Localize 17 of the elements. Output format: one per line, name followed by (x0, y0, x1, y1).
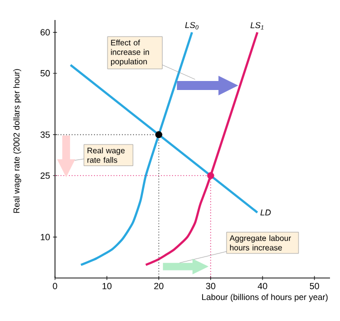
x-tick-label: 0 (52, 282, 58, 290)
x-tick-label: 20 (154, 282, 164, 290)
y-tick-label: 60 (40, 29, 50, 36)
y-tick-label: 35 (40, 131, 50, 138)
y-tick-label: 10 (40, 234, 50, 240)
x-tick-label: 10 (102, 282, 112, 290)
line-series (80, 31, 194, 266)
y-tick-label: 25 (40, 172, 50, 179)
x-tick-label: 40 (258, 282, 268, 290)
y-axis-title: Real wage rate (2002 dollars per hour) (13, 69, 22, 213)
x-tick-label: 50 (310, 282, 320, 290)
series-label: LS$_{0}$ (185, 22, 199, 30)
x-tick-label: 30 (206, 282, 216, 290)
series-label: LS$_{1}$ (250, 22, 264, 30)
series-label: LD (260, 210, 271, 216)
y-tick-label: 50 (40, 70, 50, 76)
x-axis-title: Labour (billions of hours per year) (202, 294, 328, 302)
